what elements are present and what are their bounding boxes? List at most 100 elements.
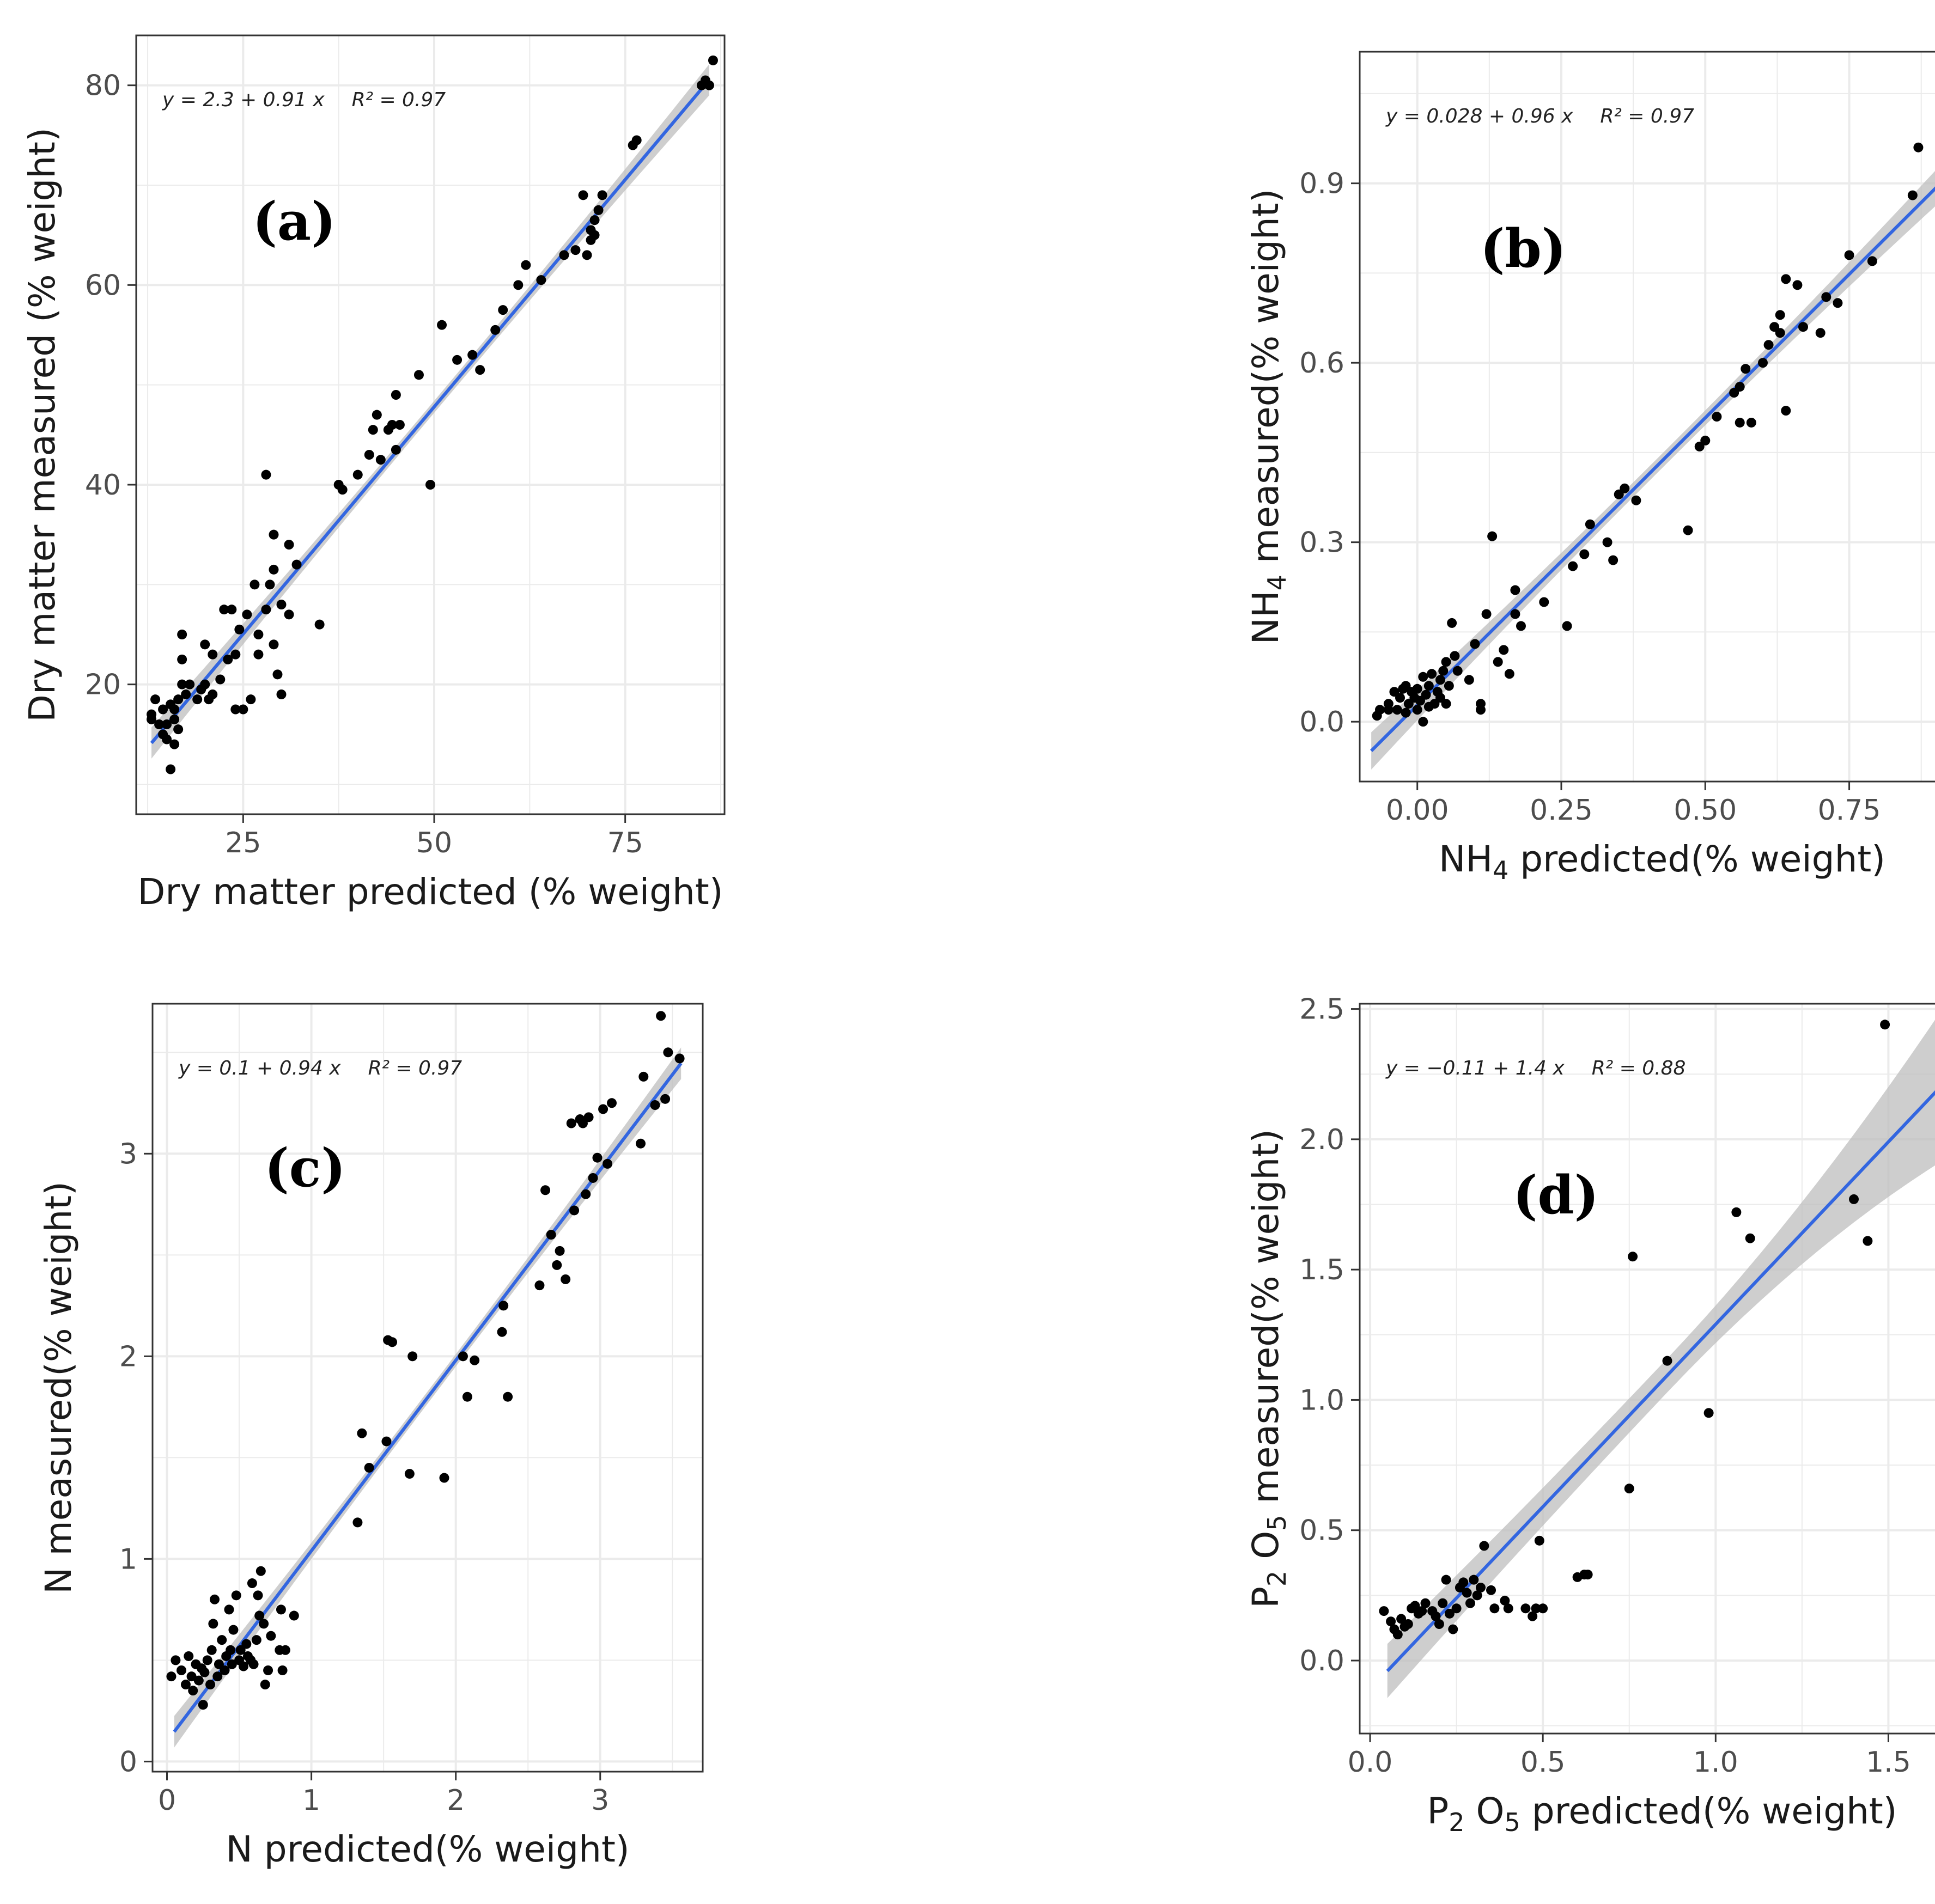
data-point [1418,672,1428,682]
data-point [1731,1207,1742,1217]
data-point [1833,298,1843,308]
data-point [603,1158,613,1169]
y-tick-label: 0.3 [1299,527,1344,559]
data-point [1450,651,1460,661]
data-point [578,190,588,200]
data-points [166,1011,685,1710]
data-point [1392,1630,1403,1640]
panel-label: (d) [1513,1164,1599,1226]
data-point [352,469,363,480]
data-point [559,250,569,260]
data-point [1438,666,1449,676]
axis-label-part: NH [1439,838,1493,880]
x-tick-label: 75 [607,827,643,859]
x-axis-label: NH4 predicted(% weight) [1439,838,1885,885]
axis-label-part: NH [1245,590,1287,644]
data-point [470,1355,480,1365]
regression-line [1386,1090,1935,1673]
data-point [192,694,203,705]
data-points [147,55,718,774]
data-point [1562,621,1572,631]
data-point [147,714,157,724]
panel-label: (c) [264,1137,345,1199]
data-point [570,245,581,255]
data-point [1481,609,1492,619]
y-tick-label: 20 [85,669,121,701]
x-axis-label: Dry matter predicted (% weight) [138,871,723,913]
data-point [169,739,180,749]
data-point [276,600,287,609]
axis-label-part: P [1427,1790,1449,1832]
data-point [1462,1588,1472,1598]
y-tick-label: 1 [119,1543,137,1576]
data-point [1375,705,1385,715]
y-tick-label: 0.9 [1299,168,1344,200]
data-point [248,1659,259,1669]
data-point [1470,639,1480,649]
axis-label-part: 2 [1449,1808,1464,1837]
data-point [186,1671,197,1682]
data-point [1510,609,1520,619]
x-axis-label: P2 O5 predicted(% weight) [1427,1790,1897,1837]
data-point [150,694,161,705]
data-point [1476,1583,1486,1592]
data-point [1421,689,1431,700]
data-point [368,425,378,435]
data-point [199,1667,210,1677]
data-point [208,649,218,660]
data-point [381,1436,392,1447]
data-point [674,1053,685,1064]
panel-c: 0 1 2 3 0 1 2 3 y = 0.1 + 0.94 x R² = 0.97 (c) N pr… [0,952,968,1904]
data-point [1844,250,1854,260]
data-point [220,1665,230,1675]
scatter-chart: 25 50 75 20 40 60 80 y = 2.3 + 0.91 x R² = 0.97 (… [21,34,726,913]
x-tick-label: 25 [225,827,261,859]
data-point [1735,417,1745,428]
data-point [1469,1575,1479,1585]
data-point [1528,1611,1538,1621]
data-point [173,724,184,735]
data-point [266,1631,276,1641]
data-point [169,714,180,724]
data-point [1913,142,1924,152]
data-point [253,630,264,639]
x-tick-label: 0.25 [1530,794,1593,827]
data-point [1746,417,1756,428]
data-point [1465,1598,1475,1608]
data-point [1520,1603,1531,1614]
data-point [503,1392,513,1402]
data-point [467,350,478,360]
data-point [589,230,600,240]
data-point [1493,657,1503,667]
data-point [413,370,424,380]
data-point [357,1428,367,1438]
data-point [253,649,264,660]
data-point [606,1098,617,1108]
axis-label-part: 5 [1504,1808,1520,1837]
data-point [1863,1236,1873,1246]
data-point [261,469,271,480]
x-tick-label: 1 [302,1784,320,1817]
data-point [391,444,401,455]
data-point [1427,669,1437,679]
x-tick-label: 0.50 [1674,794,1737,827]
plot-border [151,1003,704,1773]
data-point [166,764,176,774]
data-point [1412,705,1422,715]
data-point [162,719,172,729]
regression-equation: y = 2.3 + 0.91 x R² = 0.97 [162,89,446,111]
y-tick-label: 2.5 [1299,993,1344,1026]
data-point [250,579,260,590]
data-point [1821,292,1831,302]
data-point [498,305,508,315]
data-point [177,630,187,639]
data-point [1476,705,1486,715]
data-point [217,1635,227,1645]
data-point [280,1645,290,1655]
data-point [1423,681,1434,691]
data-point [247,1578,257,1589]
y-tick-label: 80 [85,70,121,102]
data-point [1504,669,1514,679]
data-point [272,669,283,680]
data-point [1441,657,1451,667]
